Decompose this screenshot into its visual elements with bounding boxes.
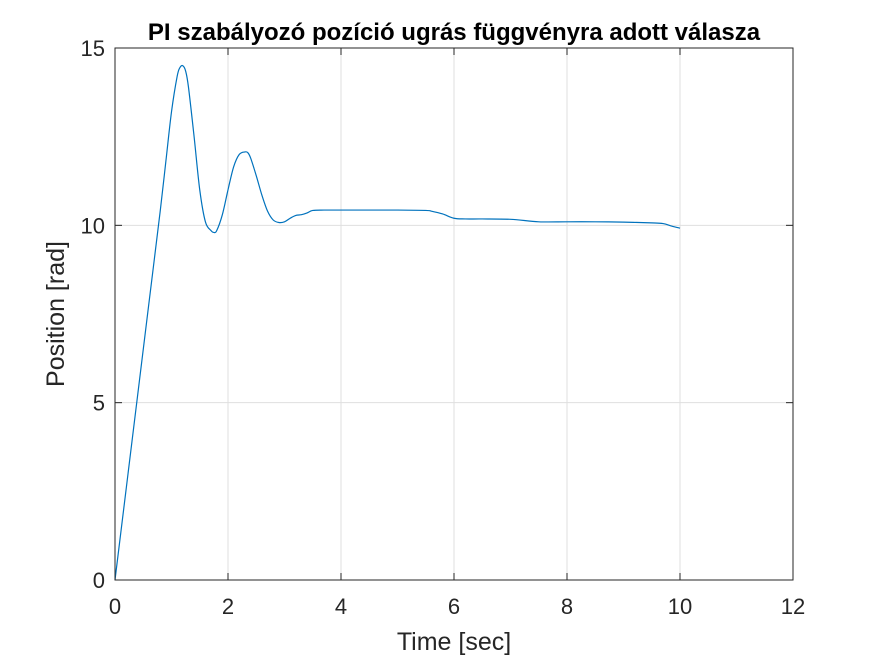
y-tick-label: 15 [81,36,105,61]
y-tick-label: 5 [93,391,105,416]
x-tick-labels: 0 2 4 6 8 10 12 [109,594,805,619]
x-tick-label: 10 [668,594,692,619]
x-axis-label: Time [sec] [397,628,511,656]
y-tick-label: 10 [81,213,105,238]
x-tick-label: 0 [109,594,121,619]
plot-lines [114,64,681,581]
y-tick-labels: 0 5 10 15 [81,36,105,593]
ticks [114,47,794,581]
y-axis-label: Position [rad] [42,241,70,387]
chart-title: PI szabályozó pozíció ugrás függvényra a… [148,19,761,46]
x-tick-label: 6 [448,594,460,619]
x-tick-label: 8 [561,594,573,619]
x-tick-label: 12 [781,594,805,619]
grid [115,48,793,580]
series-line [114,64,681,581]
y-tick-label: 0 [93,568,105,593]
x-tick-label: 4 [335,594,347,619]
x-tick-label: 2 [222,594,234,619]
